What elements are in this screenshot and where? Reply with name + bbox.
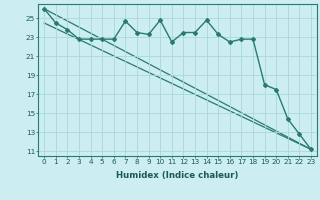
X-axis label: Humidex (Indice chaleur): Humidex (Indice chaleur)	[116, 171, 239, 180]
